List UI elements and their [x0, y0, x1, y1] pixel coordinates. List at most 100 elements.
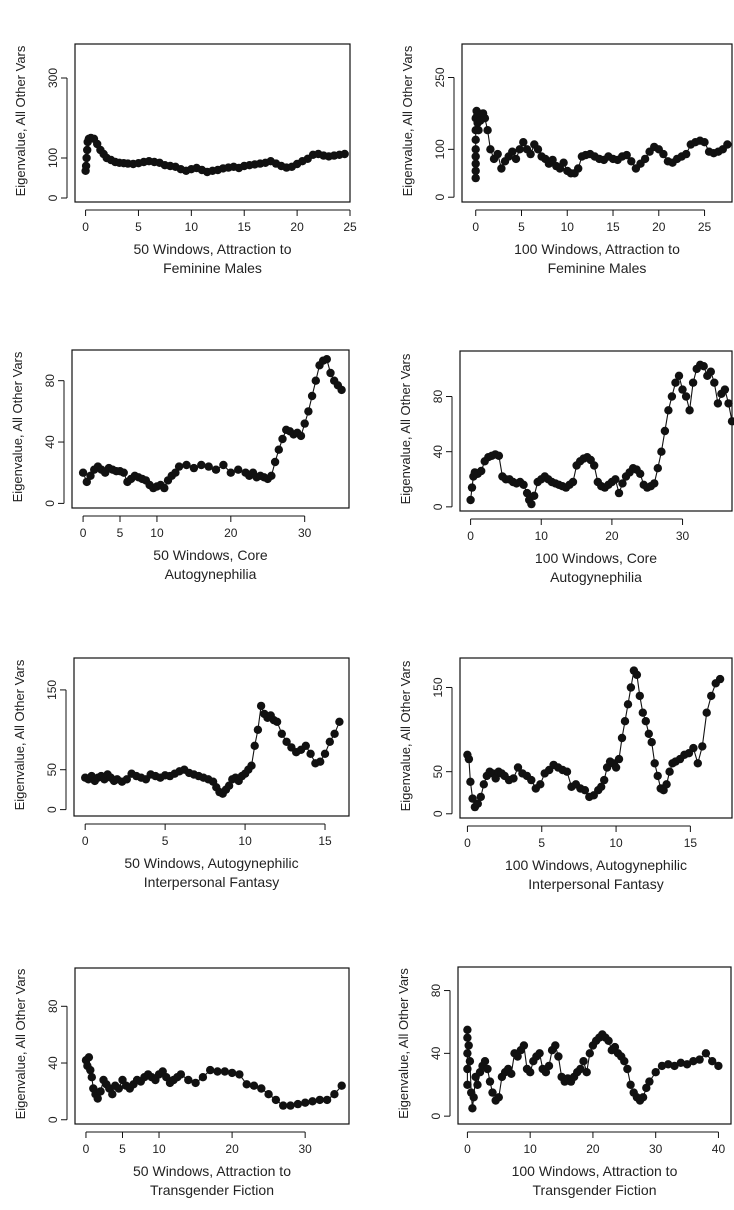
- y-tick-label: 80: [431, 390, 445, 404]
- data-point: [493, 149, 502, 159]
- data-point: [698, 742, 707, 751]
- data-point: [638, 1093, 648, 1102]
- y-tick-label: 50: [431, 765, 445, 779]
- data-point: [604, 1036, 613, 1046]
- y-tick-label: 80: [46, 999, 60, 1013]
- data-point: [585, 1049, 594, 1058]
- y-axis-label: Eigenvalue, All Other Vars: [12, 659, 27, 810]
- data-point: [681, 392, 691, 401]
- data-point: [519, 1041, 529, 1050]
- data-point: [257, 1084, 266, 1093]
- data-point: [471, 159, 480, 168]
- data-point: [702, 708, 711, 717]
- data-point: [467, 483, 477, 492]
- data-point: [86, 1065, 95, 1075]
- data-point: [322, 1095, 332, 1105]
- data-point: [316, 757, 325, 766]
- data-point: [286, 1101, 295, 1110]
- data-point: [519, 480, 528, 489]
- y-axis-label: Eigenvalue, All Other Vars: [13, 45, 28, 196]
- data-point: [635, 691, 644, 701]
- data-point: [515, 145, 524, 154]
- y-tick-label: 0: [43, 500, 57, 507]
- data-point: [574, 164, 583, 173]
- data-point: [326, 368, 335, 378]
- data-point: [688, 378, 698, 387]
- y-tick-label: 100: [46, 148, 60, 168]
- data-point: [600, 775, 609, 785]
- data-point: [701, 1049, 711, 1058]
- x-tick-label: 5: [119, 1142, 126, 1156]
- data-point: [84, 1053, 94, 1062]
- data-point: [114, 1084, 124, 1093]
- x-tick-label: 0: [472, 220, 479, 234]
- data-point: [463, 1064, 472, 1074]
- y-tick-label: 150: [45, 680, 59, 700]
- data-point: [626, 683, 636, 692]
- x-axis-label-line: Transgender Fiction: [533, 1182, 657, 1198]
- y-axis-label: Eigenvalue, All Other Vars: [398, 353, 413, 504]
- data-point: [119, 468, 128, 477]
- data-point: [315, 1095, 324, 1105]
- x-tick-label: 30: [676, 529, 690, 543]
- data-point: [713, 399, 723, 408]
- x-tick-label: 10: [152, 1142, 166, 1156]
- data-point: [300, 419, 309, 428]
- data-point: [270, 457, 280, 467]
- y-axis-label: Eigenvalue, All Other Vars: [398, 660, 413, 811]
- data-point: [307, 391, 317, 401]
- data-point: [695, 1055, 704, 1064]
- y-tick-label: 0: [46, 194, 60, 201]
- x-tick-label: 30: [298, 1142, 312, 1156]
- data-point: [189, 463, 199, 473]
- x-tick-label: 10: [185, 220, 199, 234]
- data-point: [617, 733, 627, 743]
- data-point: [638, 708, 647, 717]
- data-point: [642, 1083, 651, 1093]
- data-point: [559, 158, 568, 167]
- data-point: [93, 1094, 102, 1103]
- data-point: [249, 1081, 259, 1090]
- data-point: [651, 1068, 660, 1077]
- data-point: [727, 417, 734, 426]
- panel-p100-interpersonal: 0 50 150 0 5 10 15 Eigenvalue, All Other Vars 10…: [398, 657, 733, 892]
- x-tick-label: 5: [117, 526, 124, 540]
- data-point: [477, 466, 486, 476]
- panel-p100-feminine-males: 0 100 250 0 5 10 15 20 25 Eigenvalue, All Other V…: [400, 43, 733, 276]
- data-point: [620, 1057, 629, 1066]
- x-axis-label-line: 100 Windows, Attraction to: [514, 241, 680, 257]
- data-point: [597, 782, 606, 791]
- data-point: [220, 1067, 229, 1076]
- data-point: [497, 164, 506, 173]
- x-tick-label: 10: [238, 834, 252, 848]
- data-point: [611, 763, 621, 772]
- x-tick-label: 5: [135, 220, 142, 234]
- data-point: [551, 1041, 560, 1050]
- data-point: [689, 743, 698, 753]
- data-point: [670, 1061, 679, 1071]
- data-point: [509, 774, 518, 783]
- x-axis-label-line: Interpersonal Fantasy: [144, 874, 279, 890]
- x-tick-label: 10: [609, 836, 623, 850]
- x-axis-label-line: Feminine Males: [163, 260, 262, 276]
- data-point: [636, 469, 645, 478]
- data-point: [463, 1049, 472, 1058]
- data-point: [197, 460, 206, 470]
- x-axis-label-line: 50 Windows, Attraction to: [133, 1163, 291, 1179]
- data-point: [491, 774, 500, 783]
- data-point: [530, 491, 539, 500]
- y-axis-label: Eigenvalue, All Other Vars: [13, 968, 28, 1119]
- panel-p50-interpersonal: 0 50 150 0 5 10 15 Eigenvalue, All Other Vars 50…: [12, 657, 350, 890]
- data-point: [471, 152, 480, 161]
- data-point: [176, 1070, 186, 1079]
- data-point: [664, 1060, 673, 1069]
- data-point: [330, 1090, 339, 1099]
- x-tick-label: 20: [225, 1142, 239, 1156]
- panel-p50-core-ag: 0 40 80 0 5 10 20 30 Eigenvalue, All Other Vars 5…: [10, 349, 350, 582]
- x-tick-label: 10: [523, 1142, 537, 1156]
- data-point: [301, 1098, 310, 1107]
- x-tick-label: 0: [83, 1142, 90, 1156]
- data-point: [473, 799, 482, 808]
- data-point: [535, 1049, 544, 1058]
- data-point: [475, 1068, 485, 1077]
